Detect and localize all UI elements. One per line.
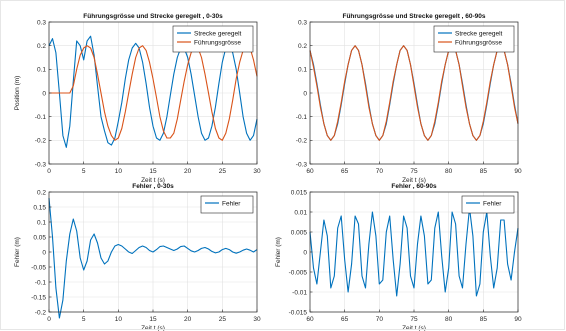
x-tick-label: 0: [47, 168, 51, 175]
series-line-2: [49, 45, 258, 141]
y-tick-label: 0.3: [298, 19, 307, 26]
y-tick-label: -0.3: [296, 161, 308, 168]
x-tick-label: 5: [82, 168, 86, 175]
y-tick-label: 0.15: [33, 204, 46, 211]
y-tick-label: 0.2: [37, 189, 46, 196]
series-line-1: [309, 207, 519, 297]
x-tick-label: 85: [480, 168, 488, 175]
x-tick-label: 70: [376, 316, 384, 323]
y-tick-label: 0.05: [33, 234, 46, 241]
x-tick-label: 75: [410, 316, 418, 323]
y-tick-label: 0.1: [37, 219, 46, 226]
y-axis-label: Fehler (m): [14, 237, 21, 267]
x-tick-label: 20: [184, 316, 192, 323]
legend-box: [461, 195, 515, 214]
y-tick-label: 0: [303, 90, 307, 97]
y-tick-label: 0: [42, 249, 46, 256]
y-tick-label: 0: [42, 90, 46, 97]
x-tick-label: 80: [445, 316, 453, 323]
x-tick-label: 60: [306, 168, 314, 175]
chart-title: Führungsgrösse und Strecke geregelt , 0-…: [83, 13, 223, 20]
x-tick-label: 20: [184, 168, 192, 175]
x-tick-label: 65: [341, 168, 349, 175]
legend-box: [433, 25, 515, 53]
x-tick-label: 25: [219, 168, 227, 175]
y-tick-label: -0.2: [35, 138, 47, 145]
x-tick-label: 65: [341, 316, 349, 323]
legend-box: [200, 195, 254, 214]
legend-label: Strecke geregelt: [194, 30, 242, 37]
chart-title: Führungsgrösse und Strecke geregelt , 60…: [342, 13, 485, 20]
x-tick-label: 10: [115, 316, 123, 323]
y-tick-label: -0.015: [289, 309, 308, 316]
chart-title: Fehler , 60-90s: [391, 183, 437, 190]
x-tick-label: 15: [149, 316, 157, 323]
y-tick-label: -0.2: [296, 138, 308, 145]
legend-label: Führungsgrösse: [194, 39, 241, 46]
x-tick-label: 30: [253, 316, 261, 323]
legend-label: Strecke geregelt: [455, 30, 503, 37]
x-tick-label: 30: [253, 168, 261, 175]
x-tick-label: 85: [480, 316, 488, 323]
y-axis-label: Fehler (m): [275, 237, 282, 267]
y-tick-label: 0.005: [291, 229, 308, 236]
x-tick-label: 15: [149, 168, 157, 175]
x-axis-label: Zeit t (s): [402, 325, 426, 331]
legend-label: Fehler: [222, 200, 241, 207]
x-axis-label: Zeit t (s): [141, 325, 165, 331]
y-tick-label: -0.2: [35, 309, 47, 316]
y-tick-label: -0.3: [35, 161, 47, 168]
x-tick-label: 10: [115, 168, 123, 175]
x-tick-label: 90: [514, 316, 522, 323]
legend-label: Führungsgrösse: [455, 39, 502, 46]
chart-title: Fehler , 0-30s: [132, 183, 174, 190]
y-tick-label: 0.015: [291, 189, 308, 196]
legend-box: [172, 25, 254, 53]
y-tick-label: -0.1: [35, 114, 47, 121]
y-tick-label: 0.1: [37, 67, 46, 74]
y-tick-label: 0.01: [294, 209, 307, 216]
y-tick-label: -0.005: [289, 269, 308, 276]
x-tick-label: 5: [82, 316, 86, 323]
y-tick-label: 0.1: [298, 67, 307, 74]
x-axis-label: Zeit t (s): [402, 177, 426, 184]
x-tick-label: 0: [47, 316, 51, 323]
y-tick-label: -0.1: [296, 114, 308, 121]
x-tick-label: 80: [445, 168, 453, 175]
y-tick-label: -0.05: [31, 264, 46, 271]
y-tick-label: 0.2: [298, 43, 307, 50]
x-tick-label: 75: [410, 168, 418, 175]
series-line-1: [48, 197, 258, 319]
series-line-2: [309, 45, 519, 141]
y-tick-label: 0: [303, 249, 307, 256]
y-tick-label: -0.15: [31, 294, 46, 301]
y-tick-label: -0.1: [35, 279, 47, 286]
y-axis-label: Position (m): [14, 76, 21, 111]
legend-label: Fehler: [483, 200, 502, 207]
series-line-1: [48, 35, 258, 148]
y-tick-label: 0.2: [37, 43, 46, 50]
y-tick-label: -0.01: [292, 289, 307, 296]
x-tick-label: 70: [376, 168, 384, 175]
y-tick-label: 0.3: [37, 19, 46, 26]
x-tick-label: 60: [306, 316, 314, 323]
x-axis-label: Zeit t (s): [141, 177, 165, 184]
x-tick-label: 90: [514, 168, 522, 175]
x-tick-label: 25: [219, 316, 227, 323]
